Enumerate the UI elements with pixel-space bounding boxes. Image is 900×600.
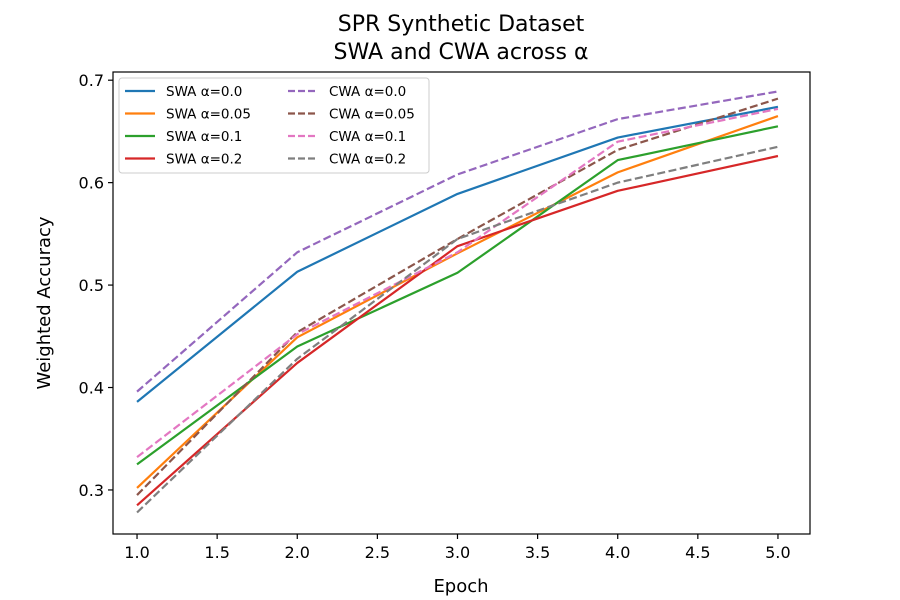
y-tick-label: 0.7 [79,71,104,90]
x-tick-label: 1.0 [124,543,149,562]
series-line-6 [136,97,779,496]
legend-label-4: SWA α=0.2 [166,152,242,168]
x-tick-label: 2.5 [365,543,390,562]
legend-box [118,77,430,174]
legend-label-3: SWA α=0.1 [166,129,242,145]
x-tick-label: 4.0 [605,543,630,562]
chart-title: SPR Synthetic Dataset [338,12,585,37]
x-axis-label: Epoch [433,576,488,597]
x-tick-label: 1.5 [204,543,229,562]
y-tick-label: 0.3 [79,481,104,500]
series-line-5 [136,90,779,393]
x-tick-label: 5.0 [765,543,790,562]
y-tick-label: 0.4 [79,379,104,398]
series-line-8 [136,145,779,514]
x-axis: 1.0 1.5 2.0 2.5 3.0 3.5 4.0 4.5 5.0 [124,534,791,562]
series-layer [136,90,779,514]
legend-label-5: CWA α=0.0 [329,84,406,100]
y-tick-label: 0.6 [79,174,104,193]
legend-label-1: SWA α=0.0 [166,84,242,100]
legend-label-8: CWA α=0.2 [329,152,406,168]
y-axis-label: Weighted Accuracy [34,216,55,389]
x-tick-label: 4.5 [685,543,710,562]
y-tick-label: 0.5 [79,276,104,295]
plot-area-frame [112,71,811,535]
y-axis: 0.3 0.4 0.5 0.6 0.7 [79,71,113,500]
x-tick-label: 2.0 [285,543,310,562]
chart-subtitle: SWA and CWA across α [334,40,589,65]
x-tick-label: 3.0 [445,543,470,562]
legend-label-6: CWA α=0.05 [329,107,415,123]
series-line-7 [136,107,779,459]
x-tick-label: 3.5 [525,543,550,562]
legend-label-2: SWA α=0.05 [166,107,251,123]
series-line-1 [136,105,779,403]
legend: SWA α=0.0 SWA α=0.05 SWA α=0.1 SWA α=0.2 CWA… [118,77,430,174]
series-line-4 [136,154,779,507]
legend-label-7: CWA α=0.1 [329,129,406,145]
